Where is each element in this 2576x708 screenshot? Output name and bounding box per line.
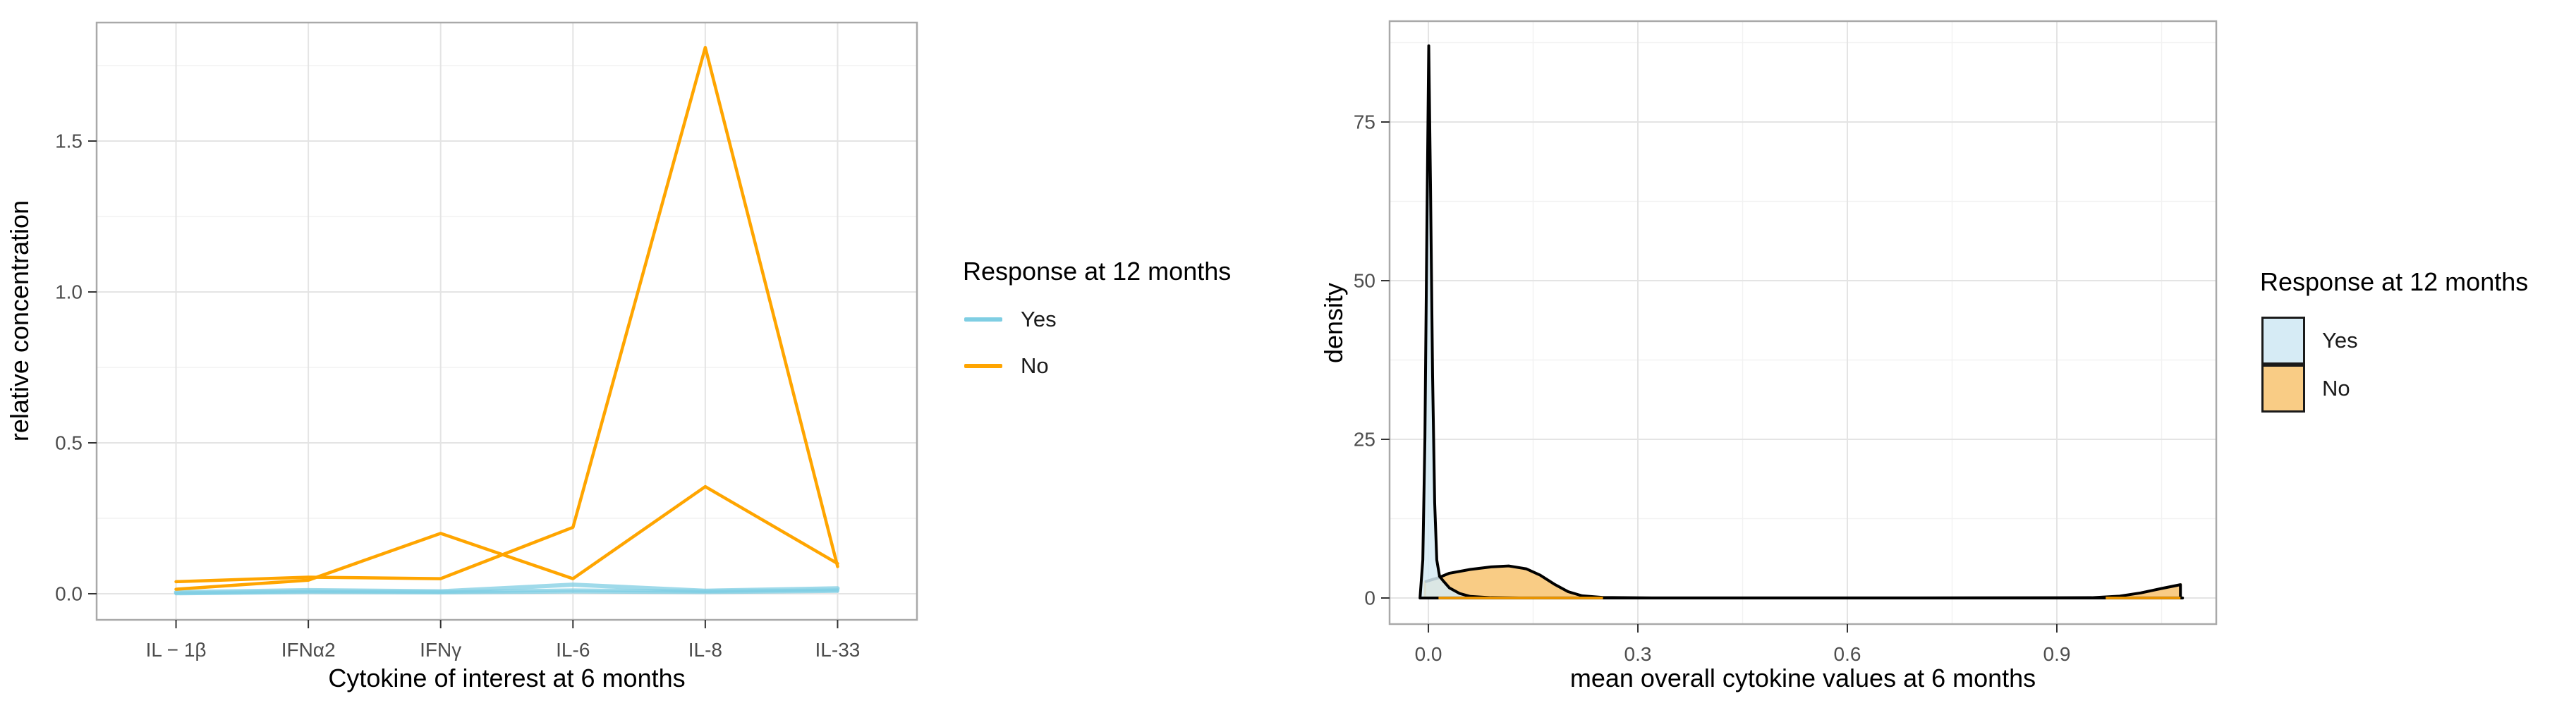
density-outline-no [1424, 564, 2182, 599]
left-chart-y-axis-title: relative concentration [5, 200, 34, 442]
series-line-no [174, 46, 839, 584]
y-tick-label: 0.0 [55, 582, 83, 604]
left-chart-x-axis-title: Cytokine of interest at 6 months [328, 664, 686, 692]
legend-swatch-no [2261, 365, 2305, 413]
y-tick-label: 75 [1354, 111, 1375, 133]
panel-border [95, 21, 918, 621]
y-tick-label: 0 [1364, 587, 1375, 609]
panel-background [1390, 21, 2216, 624]
x-tick-label: IL-33 [815, 639, 861, 661]
x-tick-label: IL − 1β [146, 639, 207, 661]
right-chart-y-axis-title: density [1319, 282, 1348, 364]
x-tick-label: 0.0 [1415, 643, 1442, 665]
x-tick-label: IFNα2 [281, 639, 336, 661]
y-tick-label: 0.5 [55, 432, 83, 453]
legend-label-yes: Yes [1021, 307, 1057, 331]
x-tick-label: IFNγ [420, 639, 461, 661]
legend-label-yes: Yes [2322, 328, 2358, 353]
legend-swatch-yes [2261, 317, 2305, 365]
series-line-yes [174, 590, 839, 596]
right-legend-title: Response at 12 months [2260, 267, 2529, 296]
legend-label-no: No [1021, 353, 1049, 378]
legend-key-line-no [964, 364, 1002, 368]
left-legend-title: Response at 12 months [963, 257, 1232, 286]
y-tick-label: 1.5 [55, 130, 83, 152]
y-tick-label: 50 [1354, 270, 1375, 292]
legend-key-line-yes [964, 317, 1002, 322]
legend-label-no: No [2322, 376, 2350, 401]
panel-border [1388, 20, 2218, 625]
series-line-no [174, 484, 839, 591]
x-tick-label: IL-6 [556, 639, 590, 661]
x-tick-label: IL-8 [688, 639, 722, 661]
x-tick-label: 0.3 [1624, 643, 1652, 665]
x-tick-label: 0.6 [1834, 643, 1861, 665]
y-tick-label: 1.0 [55, 281, 83, 303]
panel-background [97, 23, 917, 620]
right-chart-x-axis-title: mean overall cytokine values at 6 months [1569, 664, 2036, 692]
y-tick-label: 25 [1354, 429, 1375, 451]
x-tick-label: 0.9 [2043, 643, 2071, 665]
